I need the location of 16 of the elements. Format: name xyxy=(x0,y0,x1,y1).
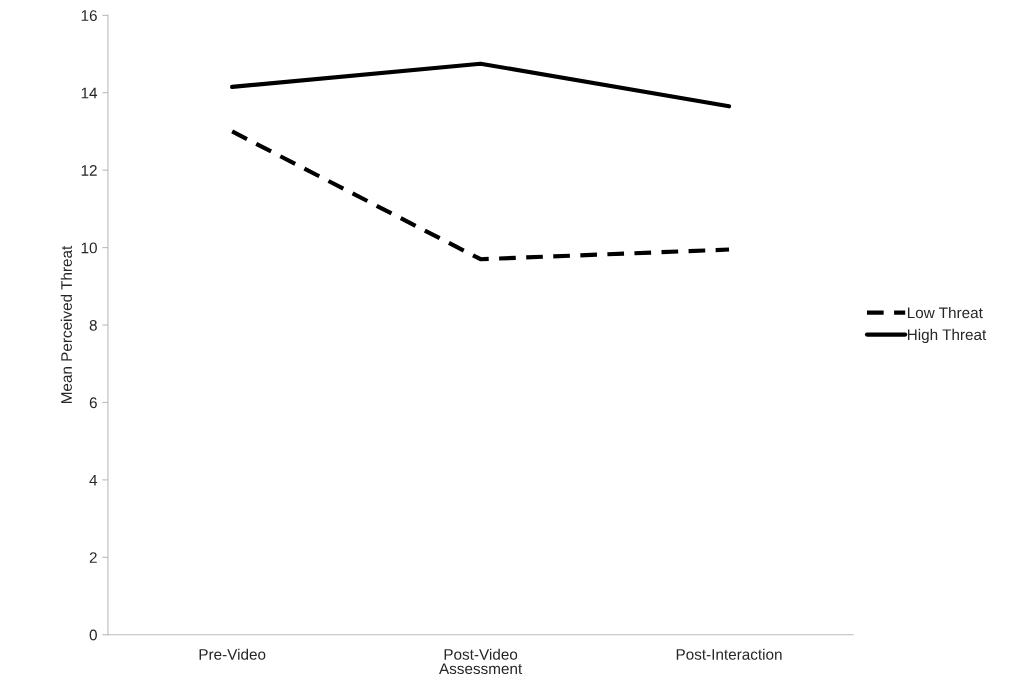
y-tick-label: 12 xyxy=(81,165,97,176)
legend-label: Low Threat xyxy=(907,306,983,319)
x-tick-label: Post-Interaction xyxy=(676,648,782,660)
legend-label: High Threat xyxy=(907,328,987,344)
y-tick-label: 10 xyxy=(81,242,97,254)
y-tick-label: 2 xyxy=(89,552,97,563)
y-tick-label: 16 xyxy=(81,10,97,21)
x-tick-label: Pre-Video xyxy=(199,648,266,660)
y-tick-label: 8 xyxy=(89,319,97,331)
y-axis-title: Mean Perceived Threat xyxy=(60,245,72,404)
y-tick-label: 0 xyxy=(89,629,97,641)
y-tick-label: 4 xyxy=(89,474,98,486)
x-axis-title: Assessment xyxy=(439,663,523,675)
y-tick-label: 6 xyxy=(89,397,97,409)
y-tick-label: 14 xyxy=(81,87,98,99)
x-tick-label: Post-Video xyxy=(444,648,518,660)
